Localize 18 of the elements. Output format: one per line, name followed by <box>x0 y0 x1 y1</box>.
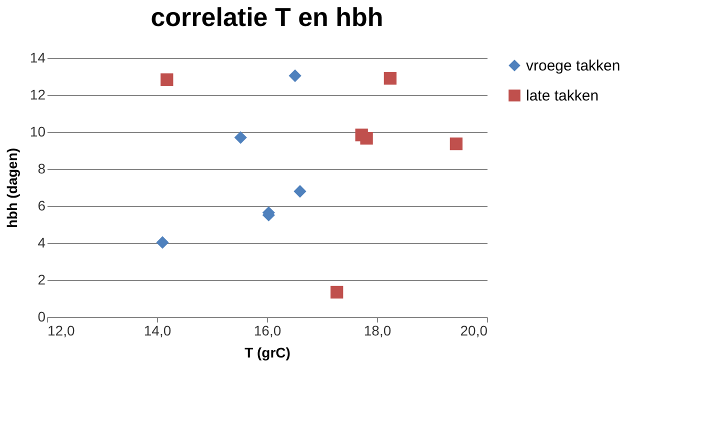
y-tick-label: 6 <box>38 198 46 214</box>
y-tick-label: 10 <box>30 124 46 140</box>
x-tick-label: 20,0 <box>460 322 488 338</box>
x-tick-label: 18,0 <box>364 322 392 338</box>
x-tick-label: 12,0 <box>48 322 75 338</box>
y-tick-label: 12 <box>30 86 46 102</box>
y-tick-label: 0 <box>38 308 46 324</box>
y-tick-label: 4 <box>38 234 46 250</box>
y-tick-label: 2 <box>38 272 46 288</box>
x-tick-label: 16,0 <box>254 322 282 338</box>
y-axis-title: hbh (dagen) <box>4 148 20 228</box>
chart-title: correlatie T en hbh <box>150 2 384 32</box>
x-tick-label: 14,0 <box>144 322 172 338</box>
legend-label: late takken <box>526 88 599 104</box>
legend-label: vroege takken <box>526 58 620 74</box>
y-tick-label: 8 <box>38 160 46 176</box>
x-axis-title: T (grC) <box>244 344 290 360</box>
y-tick-label: 14 <box>30 50 46 66</box>
